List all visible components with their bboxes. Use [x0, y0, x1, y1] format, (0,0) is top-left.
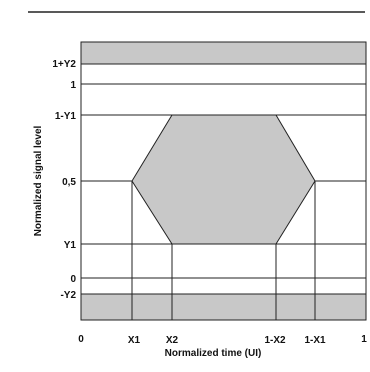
- y-axis-title: Normalized signal level: [33, 125, 44, 236]
- y-label-y1: Y1: [64, 240, 77, 251]
- x-axis-title: Normalized time (UI): [165, 348, 262, 359]
- y-label-1: 1: [70, 80, 76, 91]
- y-label-half: 0,5: [62, 177, 76, 188]
- x-label-1: 1: [361, 334, 367, 345]
- y-label-1-plus-y2: 1+Y2: [52, 59, 76, 70]
- x-label-0: 0: [78, 334, 84, 345]
- x-label-x1: X1: [128, 335, 141, 346]
- lower-mask-region: [81, 294, 366, 320]
- x-label-1-minus-x1: 1-X1: [304, 335, 326, 346]
- y-label-0: 0: [70, 274, 76, 285]
- eye-mask-hexagon: [131, 114, 316, 245]
- x-label-x2: X2: [166, 335, 179, 346]
- upper-mask-region: [81, 42, 366, 64]
- y-label-1-minus-y1: 1-Y1: [55, 111, 77, 122]
- y-label-minus-y2: -Y2: [60, 290, 76, 301]
- x-label-1-minus-x2: 1-X2: [264, 335, 286, 346]
